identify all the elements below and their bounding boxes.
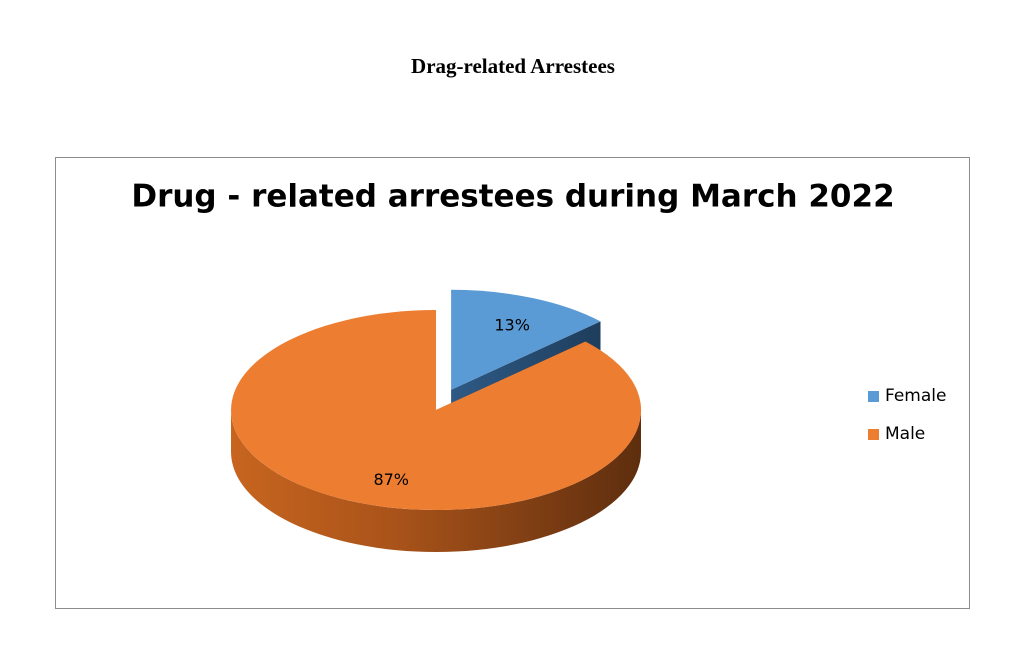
- legend: Female Male: [868, 386, 946, 444]
- slice: [451, 289, 601, 390]
- legend-label: Male: [885, 424, 925, 444]
- legend-swatch: [868, 391, 879, 402]
- page-heading: Drag-related Arrestees: [411, 54, 615, 78]
- slice-side: [231, 410, 641, 552]
- data-label: 87%: [373, 470, 409, 489]
- chart-title: Drug - related arrestees during March 20…: [131, 179, 894, 215]
- legend-swatch: [868, 429, 879, 440]
- pie: 13% 87%: [231, 289, 642, 552]
- data-label: 13%: [494, 315, 530, 334]
- legend-label: Female: [885, 386, 946, 406]
- slice: [231, 310, 642, 510]
